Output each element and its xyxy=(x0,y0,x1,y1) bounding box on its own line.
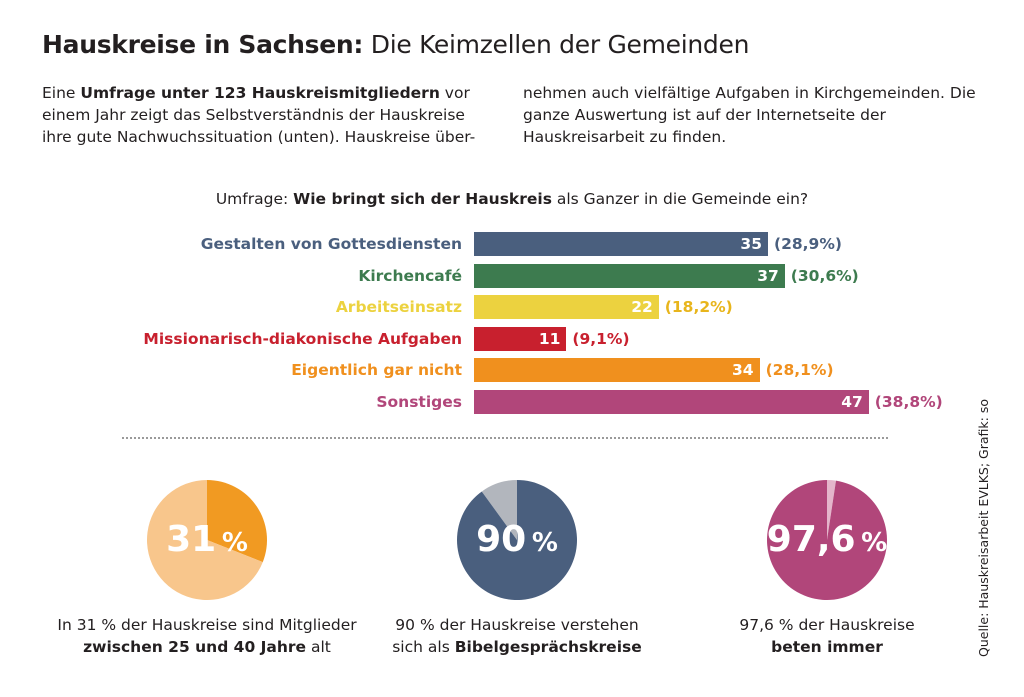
pie-label-prayer-unit: % xyxy=(861,528,888,558)
pie-label-bible-unit: % xyxy=(531,528,558,558)
intro-left-pre: Eine xyxy=(42,84,81,102)
source-credit: Quelle: Hauskreisarbeit EVLKS; Grafik: s… xyxy=(976,399,991,657)
intro-left-bold: Umfrage unter 123 Hauskreismitgliedern xyxy=(80,84,440,102)
caption-age-post: alt xyxy=(306,638,331,656)
bar-percent-label: (28,1%) xyxy=(765,361,834,379)
dotted-divider xyxy=(122,437,888,439)
bar-category-label: Arbeitseinsatz xyxy=(335,298,462,316)
bar xyxy=(474,326,567,351)
bar-value-label: 47 xyxy=(841,392,863,411)
pie-label-prayer: 97,6 % xyxy=(747,480,907,600)
pie-caption-prayer: 97,6 % der Hauskreise beten immer xyxy=(677,614,977,658)
bar-percent-label: (18,2%) xyxy=(664,298,733,316)
bar xyxy=(474,263,785,288)
bar-value-label: 37 xyxy=(757,266,779,285)
bar-category-label: Missionarisch-diakonische Aufgaben xyxy=(143,329,462,348)
pie-label-age-num: 31 xyxy=(166,519,217,560)
bar-percent-label: (9,1%) xyxy=(572,329,630,348)
bar-category-label: Sonstiges xyxy=(376,392,462,411)
caption-bible-pre: 90 % der Hauskreise verstehen xyxy=(395,616,639,634)
pie-label-bible: 90 % xyxy=(437,480,597,600)
bar-row: Missionarisch-diakonische Aufgaben 11 (9,1… xyxy=(0,326,1024,351)
bar-category-label: Kirchencafé xyxy=(358,266,462,285)
chart-title: Hauskreise in Sachsen: Die Keimzellen de… xyxy=(42,30,749,59)
bar-percent-label: (28,9%) xyxy=(774,235,842,253)
pie-chart-age xyxy=(147,480,267,600)
bar-value-label: 11 xyxy=(538,329,561,348)
title-bold: Hauskreise in Sachsen: xyxy=(42,30,364,59)
pie-chart-prayer xyxy=(767,480,887,600)
question-pre: Umfrage: xyxy=(215,190,294,208)
intro-left-post: vor einem Jahr zeigt das Selbstverständn… xyxy=(42,84,476,146)
pie-caption-bible: 90 % der Hauskreise verstehen sich als Bi… xyxy=(367,614,667,658)
pie-slice xyxy=(767,480,887,600)
bar-percent-label: (38,8%) xyxy=(874,392,943,411)
pie-slice xyxy=(207,480,267,563)
title-light: Die Keimzellen der Gemeinden xyxy=(370,30,750,59)
pie-caption-age: In 31 % der Hauskreise sind Mitglieder zw… xyxy=(57,614,357,658)
pie-chart-bible xyxy=(457,480,577,600)
pie-slice xyxy=(827,480,837,540)
bar-row: Gestalten von Gottesdiensten 35 (28,9%) xyxy=(0,232,1024,256)
bar-row: Sonstiges 47 (38,8%) xyxy=(0,389,1024,414)
bar-value-label: 22 xyxy=(631,298,653,316)
bar xyxy=(474,358,760,382)
pie-label-age: 31 % xyxy=(127,480,287,600)
caption-age-pre: In 31 % der Hauskreise sind Mitglieder xyxy=(57,616,357,634)
bar-category-label: Eigentlich gar nicht xyxy=(291,361,462,379)
pie-slice xyxy=(147,480,263,600)
question-post: als Ganzer in die Gemeinde ein? xyxy=(551,190,809,208)
pie-label-prayer-num: 97,6 xyxy=(766,519,856,560)
question-bold: Wie bringt sich der Hauskreis xyxy=(293,190,552,208)
caption-prayer-pre: 97,6 % der Hauskreise xyxy=(739,616,915,634)
bar xyxy=(474,389,869,414)
bar xyxy=(474,295,659,319)
bar-category-label: Gestalten von Gottesdiensten xyxy=(200,235,462,253)
pie-label-bible-num: 90 xyxy=(476,519,527,560)
caption-prayer-bold: beten immer xyxy=(771,638,883,656)
caption-bible-bold: Bibelgesprächskreise xyxy=(454,638,642,656)
pie-label-age-unit: % xyxy=(221,528,248,558)
bar-row: Arbeitseinsatz 22 (18,2%) xyxy=(0,295,1024,319)
bar xyxy=(474,232,768,256)
pie-slice xyxy=(481,480,517,540)
caption-bible-pre2: sich als xyxy=(392,638,455,656)
bar-percent-label: (30,6%) xyxy=(790,266,859,285)
pie-slice xyxy=(457,480,577,600)
bar-row: Kirchencafé 37 (30,6%) xyxy=(0,263,1024,288)
bar-row: Eigentlich gar nicht 34 (28,1%) xyxy=(0,358,1024,382)
intro-left: Eine Umfrage unter 123 Hauskreismitglied… xyxy=(42,82,497,148)
bar-value-label: 34 xyxy=(732,361,754,379)
bar-value-label: 35 xyxy=(740,235,762,253)
intro-right: nehmen auch vielfältige Aufgaben in Kirc… xyxy=(523,84,976,146)
caption-age-bold: zwischen 25 und 40 Jahre xyxy=(83,638,307,656)
survey-question: Umfrage: Wie bringt sich der Hauskreis a… xyxy=(0,190,1024,208)
